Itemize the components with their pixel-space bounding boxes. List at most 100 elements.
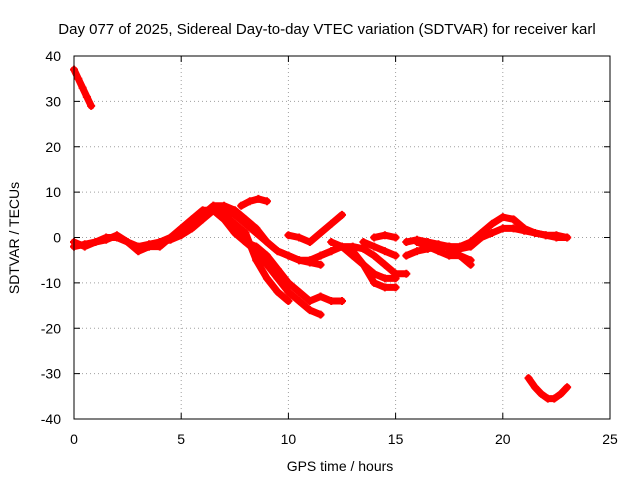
data-point [262, 260, 271, 269]
data-point [327, 219, 336, 228]
data-point [198, 210, 207, 219]
data-point [348, 247, 357, 256]
data-point [327, 238, 336, 247]
tick-layer: 0 5 10 15 20 25 -40 -30 -20 -10 0 10 20 30 40 [41, 48, 618, 447]
data-point [252, 228, 261, 237]
data-point [338, 210, 346, 219]
series-track-11 [348, 247, 400, 292]
data-point [477, 233, 486, 242]
data-point [537, 390, 546, 399]
data-point [78, 83, 87, 92]
x-axis-label: GPS time / hours [287, 458, 394, 474]
data-point [82, 92, 91, 101]
data-point [74, 74, 83, 83]
data-point [338, 297, 346, 306]
data-point [284, 251, 293, 260]
data-point [80, 242, 89, 251]
data-point [541, 231, 550, 240]
data-point [509, 224, 518, 233]
data-point [402, 238, 411, 247]
data-point [488, 228, 497, 237]
data-point [316, 310, 325, 319]
data-point [91, 238, 100, 247]
data-point [391, 251, 400, 260]
x-tick-label: 15 [388, 431, 404, 447]
data-point [327, 297, 336, 306]
data-point [87, 101, 96, 110]
data-point [391, 274, 400, 283]
data-point [295, 256, 304, 265]
data-point [338, 242, 346, 251]
data-point [187, 219, 196, 228]
grid-layer [74, 56, 610, 419]
data-point [466, 260, 475, 269]
data-point [284, 297, 293, 306]
series-track-15 [402, 224, 572, 253]
y-tick-label: -40 [41, 411, 61, 427]
data-point [305, 238, 314, 247]
data-point [209, 201, 218, 210]
chart-title: Day 077 of 2025, Sidereal Day-to-day VTE… [58, 21, 595, 38]
series-track-18 [524, 374, 572, 403]
series-track-12 [359, 238, 400, 260]
data-point [241, 238, 250, 247]
data-point [284, 287, 293, 296]
data-point [550, 394, 559, 403]
data-point [563, 383, 572, 392]
data-point [370, 242, 379, 251]
data-point [316, 228, 325, 237]
data-point [273, 287, 282, 296]
data-point [273, 274, 282, 283]
data-point [220, 215, 229, 224]
data-point [305, 256, 314, 265]
data-point [220, 206, 229, 215]
data-point [520, 226, 529, 235]
data-point [434, 247, 443, 256]
series-track-06 [237, 194, 271, 210]
data-point [380, 260, 389, 269]
data-point [102, 235, 111, 244]
data-point [413, 238, 422, 247]
data-point [423, 242, 432, 251]
data-point [295, 297, 304, 306]
data-point [563, 233, 572, 242]
series-line [359, 238, 400, 260]
data-point [295, 233, 304, 242]
data-point [241, 219, 250, 228]
data-point [524, 374, 533, 383]
data-point [327, 247, 336, 256]
data-point [295, 287, 304, 296]
data-point [370, 251, 379, 260]
y-tick-label: 30 [45, 93, 61, 109]
x-tick-label: 20 [495, 431, 511, 447]
data-point [498, 224, 507, 233]
data-point [380, 231, 389, 240]
data-point [380, 283, 389, 292]
data-point [112, 231, 121, 240]
data-point [123, 238, 132, 247]
data-point [370, 233, 379, 242]
data-point [316, 292, 325, 301]
data-point [252, 256, 261, 265]
data-point [316, 251, 325, 260]
data-point [359, 238, 368, 247]
data-point [273, 265, 282, 274]
data-point [466, 242, 475, 251]
data-point [455, 251, 464, 260]
data-point [391, 283, 400, 292]
data-point [262, 274, 271, 283]
data-point [230, 228, 239, 237]
data-point [241, 228, 250, 237]
y-tick-label: 20 [45, 139, 61, 155]
data-layer [70, 65, 572, 403]
data-point [166, 235, 175, 244]
x-tick-label: 25 [602, 431, 618, 447]
y-tick-label: 40 [45, 48, 61, 64]
y-tick-label: -30 [41, 366, 61, 382]
y-tick-label: 0 [53, 230, 61, 246]
data-point [262, 197, 271, 206]
data-point [305, 306, 314, 315]
data-point [245, 197, 254, 206]
